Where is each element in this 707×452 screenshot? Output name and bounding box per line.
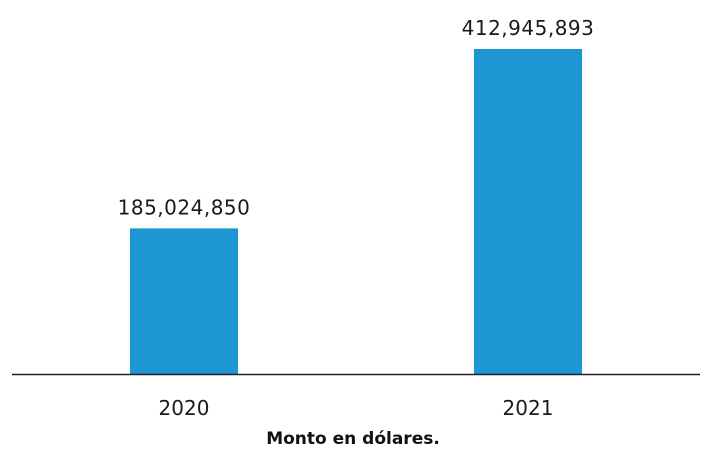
x-tick-label-2021: 2021 bbox=[503, 396, 554, 420]
value-labels-group: 185,024,850 412,945,893 bbox=[118, 16, 595, 219]
bar-2020 bbox=[130, 228, 238, 374]
x-axis-title: Monto en dólares. bbox=[266, 429, 440, 449]
x-tick-label-2020: 2020 bbox=[159, 396, 210, 420]
x-tick-labels-group: 2020 2021 bbox=[159, 396, 554, 420]
bar-2021 bbox=[474, 49, 582, 374]
value-label-2020: 185,024,850 bbox=[118, 195, 251, 219]
bars-group bbox=[130, 49, 582, 374]
value-label-2021: 412,945,893 bbox=[462, 16, 595, 40]
